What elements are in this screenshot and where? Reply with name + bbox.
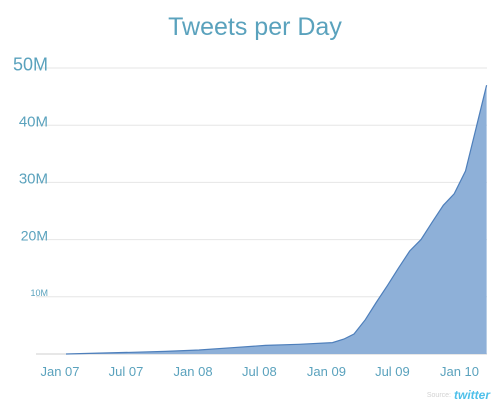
- twitter-logo: twitter: [454, 388, 491, 402]
- x-axis-ticks: Jan 07 Jul 07 Jan 08 Jul 08 Jan 09 Jul 09 Jan …: [40, 364, 479, 379]
- tweets-area: [66, 85, 487, 354]
- tweets-area-outline: [65, 85, 488, 355]
- y-tick-label: 30M: [19, 171, 48, 188]
- x-tick-label: Jan 08: [174, 364, 213, 379]
- y-axis-ticks: 10M 20M 30M 40M 50M: [13, 54, 48, 298]
- area-series: [65, 85, 488, 355]
- x-tick-label: Jul 07: [109, 364, 144, 379]
- y-tick-label: 20M: [21, 228, 48, 244]
- x-tick-label: Jan 07: [40, 364, 79, 379]
- x-tick-label: Jul 09: [375, 364, 410, 379]
- y-tick-label: 40M: [19, 113, 48, 130]
- x-tick-label: Jan 09: [307, 364, 346, 379]
- y-tick-label: 10M: [30, 288, 48, 298]
- source-credit: Source: twitter: [427, 388, 491, 402]
- y-tick-label: 50M: [13, 54, 48, 74]
- credit-source-label: Source:: [427, 392, 451, 399]
- x-tick-label: Jan 10: [440, 364, 479, 379]
- chart-title: Tweets per Day: [168, 13, 342, 41]
- x-tick-label: Jul 08: [242, 364, 277, 379]
